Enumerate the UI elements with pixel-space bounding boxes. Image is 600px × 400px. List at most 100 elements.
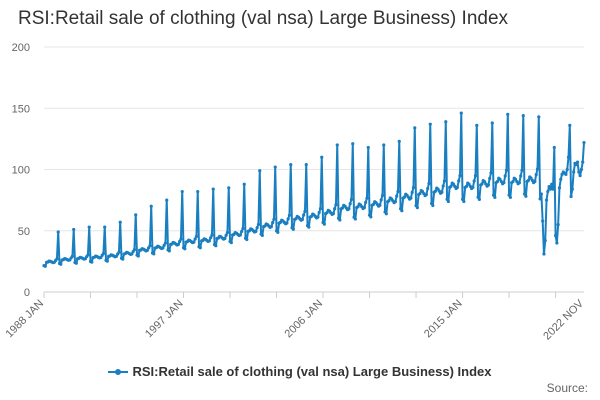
data-point[interactable] [136,254,140,258]
data-point[interactable] [415,206,419,210]
data-point[interactable] [209,236,213,240]
series-line[interactable] [43,112,585,268]
data-point[interactable] [473,173,478,178]
data-point[interactable] [59,262,63,266]
data-point[interactable] [307,225,311,229]
data-point[interactable] [396,189,400,194]
data-point[interactable] [55,257,59,261]
data-point[interactable] [369,215,373,219]
data-point[interactable] [575,160,580,164]
data-point[interactable] [477,197,481,201]
data-point[interactable] [163,241,168,245]
data-point[interactable] [490,121,494,125]
data-point[interactable] [572,170,576,174]
data-point[interactable] [240,229,244,234]
data-point[interactable] [560,172,564,176]
data-point[interactable] [582,140,586,145]
data-point[interactable] [371,202,376,206]
data-point[interactable] [526,178,531,182]
data-point[interactable] [254,229,258,233]
data-point[interactable] [130,252,134,256]
data-point[interactable] [317,210,321,215]
data-point[interactable] [480,182,484,186]
data-point[interactable] [539,192,543,196]
data-point[interactable] [225,230,230,235]
data-point[interactable] [486,183,490,187]
data-point[interactable] [161,246,165,250]
data-point[interactable] [464,184,469,188]
data-point[interactable] [400,209,404,213]
data-point[interactable] [316,215,320,219]
data-point[interactable] [393,200,397,204]
legend[interactable]: RSI:Retail sale of clothing (val nsa) La… [0,364,600,379]
data-point[interactable] [544,198,549,202]
data-point[interactable] [304,163,308,167]
data-point[interactable] [449,184,453,188]
data-point[interactable] [325,211,329,215]
data-point[interactable] [506,112,510,116]
data-point[interactable] [43,264,47,268]
data-point[interactable] [86,253,90,257]
data-point[interactable] [148,244,152,248]
data-point[interactable] [334,203,338,207]
data-point[interactable] [395,194,399,198]
data-point[interactable] [118,220,122,224]
data-point[interactable] [520,168,524,172]
data-point[interactable] [427,181,431,186]
data-point[interactable] [211,187,215,191]
data-point[interactable] [534,173,538,177]
data-point[interactable] [167,249,171,253]
data-point[interactable] [196,189,200,194]
data-point[interactable] [524,194,528,198]
data-point[interactable] [291,227,295,231]
data-point[interactable] [533,179,537,184]
data-point[interactable] [227,186,231,190]
data-point[interactable] [547,185,551,189]
data-point[interactable] [183,247,187,251]
data-point[interactable] [302,213,306,217]
data-point[interactable] [578,174,582,178]
data-point[interactable] [223,236,227,241]
data-point[interactable] [176,242,180,247]
data-point[interactable] [117,250,121,254]
data-point[interactable] [489,171,493,175]
data-point[interactable] [331,211,335,216]
data-point[interactable] [535,167,540,171]
data-point[interactable] [488,176,492,181]
data-point[interactable] [542,252,546,256]
data-point[interactable] [193,237,197,241]
data-point[interactable] [285,221,289,225]
data-point[interactable] [335,143,339,147]
data-point[interactable] [380,193,385,198]
data-point[interactable] [210,233,214,237]
data-point[interactable] [579,167,584,172]
data-point[interactable] [546,189,550,194]
data-point[interactable] [318,207,323,211]
data-point[interactable] [475,123,479,127]
data-point[interactable] [224,233,228,237]
data-point[interactable] [289,163,293,167]
data-point[interactable] [503,174,507,178]
data-point[interactable] [548,187,553,191]
data-point[interactable] [428,122,432,126]
series-layer[interactable] [42,111,586,268]
data-point[interactable] [74,261,78,265]
data-point[interactable] [508,195,512,199]
data-point[interactable] [431,203,435,208]
data-point[interactable] [87,225,91,229]
data-point[interactable] [382,143,386,147]
data-point[interactable] [320,155,324,159]
data-point[interactable] [353,217,357,221]
data-point[interactable] [581,160,585,164]
data-point[interactable] [245,237,249,242]
data-point[interactable] [538,197,542,201]
data-point[interactable] [149,204,153,208]
data-point[interactable] [356,205,360,209]
data-point[interactable] [462,199,466,204]
data-point[interactable] [179,237,183,241]
data-point[interactable] [446,199,450,204]
data-point[interactable] [455,185,459,190]
data-point[interactable] [471,185,475,190]
data-point[interactable] [552,145,556,150]
data-point[interactable] [72,227,76,232]
